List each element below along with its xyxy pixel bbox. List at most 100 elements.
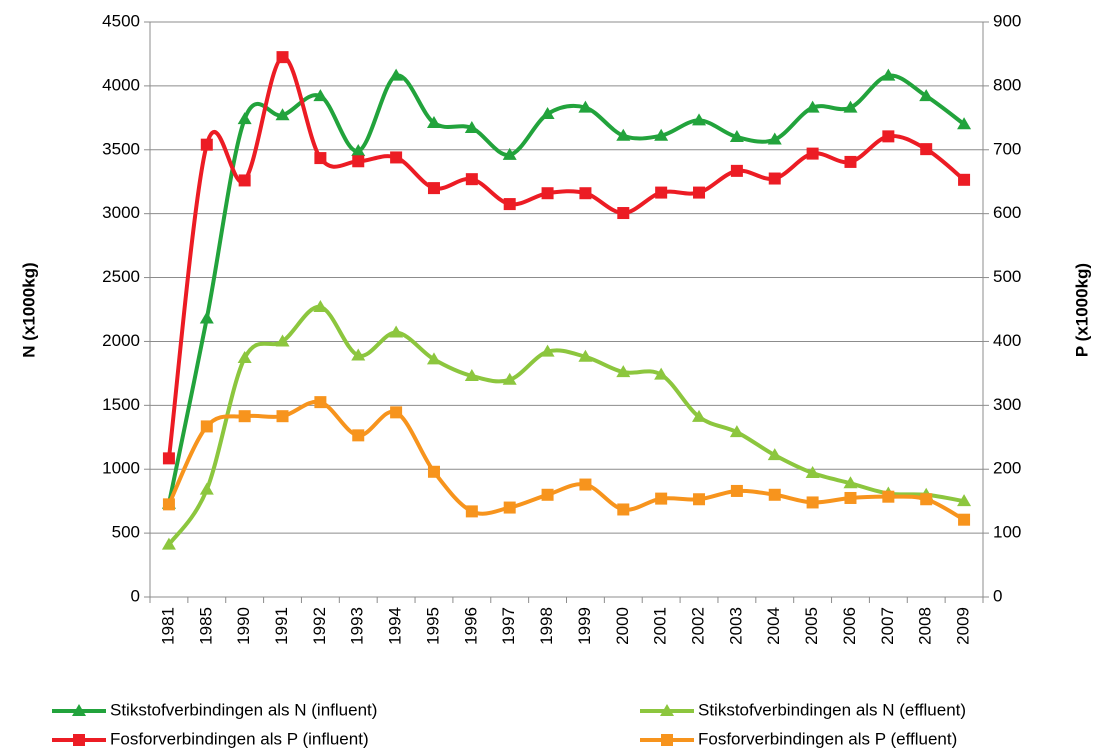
- marker: [503, 198, 516, 211]
- legend-label: Fosforverbindingen als P (influent): [110, 729, 369, 748]
- marker: [238, 174, 251, 187]
- y2-tick-label: 400: [993, 331, 1021, 350]
- x-tick-label: 2009: [954, 607, 973, 645]
- marker: [578, 100, 593, 113]
- y2-tick-label: 100: [993, 523, 1021, 542]
- marker: [238, 410, 251, 423]
- marker: [276, 51, 289, 64]
- marker: [351, 348, 366, 361]
- marker: [72, 704, 86, 716]
- marker: [616, 365, 631, 378]
- marker: [313, 89, 328, 102]
- series-line: [167, 304, 965, 546]
- marker: [768, 172, 781, 185]
- marker: [958, 173, 971, 186]
- series-line: [166, 55, 966, 459]
- y2-tick-label: 900: [993, 11, 1021, 30]
- marker: [314, 396, 327, 409]
- marker: [541, 488, 554, 501]
- marker: [920, 143, 933, 156]
- x-tick-label: 1993: [348, 607, 367, 645]
- marker: [465, 505, 478, 518]
- marker: [390, 406, 403, 419]
- x-tick-label: 1990: [234, 607, 253, 645]
- x-tick-label: 2005: [802, 607, 821, 645]
- marker: [426, 115, 441, 128]
- marker: [200, 138, 213, 151]
- marker: [806, 147, 819, 160]
- marker: [464, 368, 479, 381]
- marker: [352, 429, 365, 442]
- marker: [314, 152, 327, 165]
- marker: [427, 182, 440, 195]
- y2-tick-label: 300: [993, 395, 1021, 414]
- x-tick-label: 1998: [537, 607, 556, 645]
- x-tick-label: 1991: [272, 607, 291, 645]
- marker: [616, 128, 631, 141]
- marker: [617, 207, 630, 220]
- x-tick-label: 2004: [764, 607, 783, 645]
- marker: [655, 186, 668, 199]
- marker: [161, 537, 176, 550]
- x-tick-label: 1997: [499, 607, 518, 645]
- y2-tick-label: 500: [993, 267, 1021, 286]
- marker: [654, 128, 669, 141]
- marker: [729, 425, 744, 438]
- marker: [578, 349, 593, 362]
- y-tick-label: 1000: [102, 459, 140, 478]
- y2-tick-label: 700: [993, 139, 1021, 158]
- marker: [540, 344, 555, 357]
- marker: [199, 311, 214, 324]
- marker: [660, 704, 674, 716]
- marker: [464, 121, 479, 134]
- series-line: [166, 73, 966, 505]
- x-tick-label: 1981: [158, 607, 177, 645]
- marker: [655, 492, 668, 505]
- y-tick-label: 4500: [102, 11, 140, 30]
- marker: [390, 151, 403, 164]
- marker: [661, 734, 673, 746]
- series-line: [167, 399, 966, 522]
- marker: [882, 130, 895, 143]
- marker: [73, 734, 85, 746]
- y2-tick-label: 600: [993, 203, 1021, 222]
- x-tick-label: 2002: [689, 607, 708, 645]
- y-tick-label: 4000: [102, 75, 140, 94]
- marker: [881, 68, 896, 81]
- marker: [465, 173, 478, 186]
- y-tick-label: 3500: [102, 139, 140, 158]
- marker: [767, 448, 782, 461]
- legend-label: Stikstofverbindingen als N (influent): [110, 700, 377, 719]
- marker: [162, 452, 175, 465]
- marker: [730, 164, 743, 177]
- marker: [313, 299, 328, 312]
- marker: [805, 100, 820, 113]
- marker: [579, 478, 592, 491]
- marker: [729, 130, 744, 142]
- marker: [503, 501, 516, 514]
- x-tick-label: 1994: [386, 607, 405, 645]
- marker: [162, 498, 175, 511]
- marker: [617, 503, 630, 516]
- x-tick-label: 2003: [726, 607, 745, 645]
- x-tick-label: 1992: [310, 607, 329, 645]
- marker: [920, 493, 933, 506]
- y-tick-label: 3000: [102, 203, 140, 222]
- marker: [919, 89, 934, 102]
- y2-tick-label: 0: [993, 586, 1002, 605]
- marker: [882, 490, 895, 503]
- marker: [693, 493, 706, 506]
- marker: [957, 494, 972, 507]
- marker: [389, 68, 404, 81]
- legend-label: Stikstofverbindingen als N (effluent): [698, 700, 966, 719]
- marker: [275, 334, 290, 347]
- marker: [844, 491, 857, 504]
- marker: [843, 476, 858, 489]
- marker: [579, 187, 592, 200]
- marker: [693, 186, 706, 199]
- marker: [958, 513, 971, 526]
- y2-axis-title: P (x1000kg): [1072, 263, 1091, 357]
- marker: [237, 112, 252, 125]
- marker: [540, 107, 555, 119]
- y-axis-title: N (x1000kg): [19, 262, 38, 357]
